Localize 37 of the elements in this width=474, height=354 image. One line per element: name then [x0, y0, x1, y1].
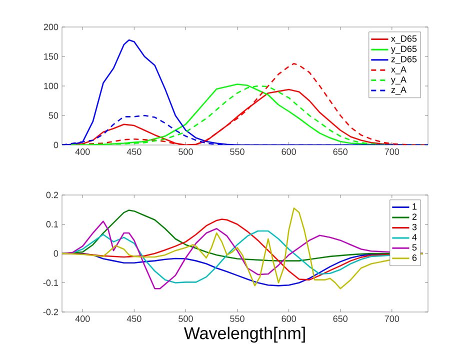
x-tick-label: 400 [75, 316, 90, 322]
x-tick-label: 600 [282, 316, 296, 322]
y-tick-label: 200 [44, 24, 58, 30]
x-tick-label: 550 [230, 316, 244, 322]
x-tick-label: 550 [230, 148, 244, 155]
y-tick-label: 100 [44, 82, 58, 90]
legend-label: z_A [391, 86, 406, 95]
y-tick-label: 0.1 [46, 221, 58, 228]
y-tick-label: 0 [54, 250, 58, 257]
x-tick-label: 650 [333, 316, 348, 322]
x-tick-label: 500 [178, 316, 193, 322]
legend-label: x_D65 [391, 35, 417, 44]
x-axis-title: Wavelength[nm] [184, 326, 305, 343]
legend-label: x_A [391, 66, 406, 74]
x-tick-label: 500 [178, 148, 193, 155]
y-tick-label: -0.2 [43, 308, 58, 316]
x-tick-label: 450 [126, 316, 142, 322]
legend-label: z_D65 [391, 56, 417, 64]
x-tick-label: 400 [75, 148, 90, 155]
legend-label: y_A [390, 76, 406, 85]
legend-label: y_D65 [390, 46, 417, 54]
x-tick-label: 700 [384, 148, 400, 155]
legend-label: 2 [412, 214, 417, 220]
legend-label: 5 [412, 244, 417, 251]
x-tick-label: 600 [282, 148, 296, 155]
y-tick-label: 150 [44, 53, 58, 60]
x-tick-label: 650 [333, 148, 348, 155]
legend-label: 3 [412, 224, 417, 230]
legend-label: 6 [412, 254, 417, 261]
y-tick-label: 0.2 [46, 192, 58, 198]
y-tick-label: 50 [48, 112, 58, 119]
legend-label: 1 [412, 203, 417, 210]
legend-label: 4 [412, 234, 417, 240]
y-tick-label: 0 [54, 142, 58, 148]
y-tick-label: -0.1 [43, 280, 58, 286]
x-tick-label: 450 [126, 148, 142, 155]
x-tick-label: 700 [384, 316, 400, 322]
